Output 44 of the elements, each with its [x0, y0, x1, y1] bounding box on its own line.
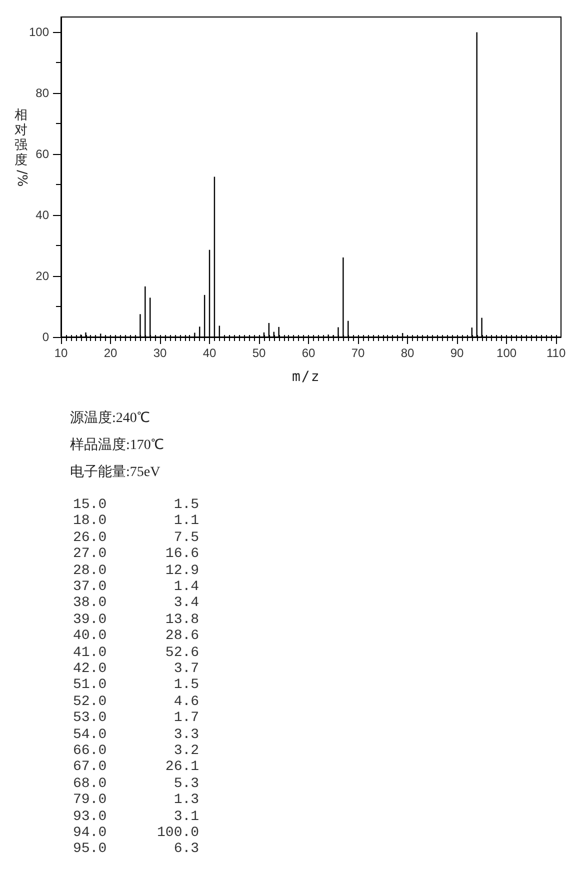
- text: 源温度:240℃: [70, 409, 150, 427]
- text: 15.0 1.5: [73, 497, 200, 513]
- text: 28.0 12.9: [73, 562, 200, 579]
- text: 18.0 1.1: [73, 513, 200, 530]
- x-tick-label: 90: [450, 346, 464, 360]
- text: 39.0 13.8: [73, 612, 200, 628]
- text: 66.0 3.2: [73, 743, 200, 759]
- text: 40.0 28.6: [73, 628, 200, 644]
- text: 93.0 3.1: [73, 808, 200, 825]
- text: 54.0 3.3: [73, 726, 200, 743]
- text: 37.0 1.4: [73, 579, 200, 595]
- y-tick-label: 60: [36, 147, 50, 162]
- x-tick-label: 60: [302, 346, 316, 360]
- y-tick-label: 20: [36, 269, 50, 284]
- text: 68.0 5.3: [73, 776, 200, 792]
- text: 41.0 52.6: [73, 644, 200, 661]
- y-axis-title: 相对强度/%: [13, 108, 29, 187]
- x-tick-label: 100: [496, 346, 517, 360]
- x-tick-label: 40: [202, 346, 217, 360]
- x-axis-title: m/z: [292, 369, 320, 385]
- x-tick-label: 110: [546, 346, 566, 360]
- text: 94.0 100.0: [73, 825, 200, 841]
- x-tick-label: 30: [153, 346, 168, 360]
- x-tick-label: 50: [252, 346, 266, 360]
- text: 电子能量:75eV: [70, 464, 160, 481]
- x-tick-label: 70: [351, 346, 366, 360]
- y-tick-label: 100: [28, 25, 50, 40]
- x-tick-label: 80: [400, 346, 415, 360]
- y-tick-label: 0: [42, 330, 50, 344]
- text: 67.0 26.1: [73, 759, 200, 776]
- text: 52.0 4.6: [73, 694, 200, 710]
- text: 42.0 3.7: [73, 661, 200, 677]
- text: 27.0 16.6: [73, 546, 200, 562]
- text: 53.0 1.7: [73, 710, 200, 726]
- y-tick-label: 40: [36, 208, 50, 222]
- text: 95.0 6.3: [73, 841, 200, 858]
- text: 38.0 3.4: [73, 595, 200, 612]
- text: 样品温度:170℃: [70, 436, 164, 454]
- x-tick-label: 20: [104, 346, 118, 360]
- text: 26.0 7.5: [73, 530, 200, 546]
- y-tick-label: 80: [36, 86, 50, 100]
- x-tick-label: 10: [54, 346, 68, 360]
- text: 79.0 1.3: [73, 792, 200, 808]
- text: 51.0 1.5: [73, 677, 200, 694]
